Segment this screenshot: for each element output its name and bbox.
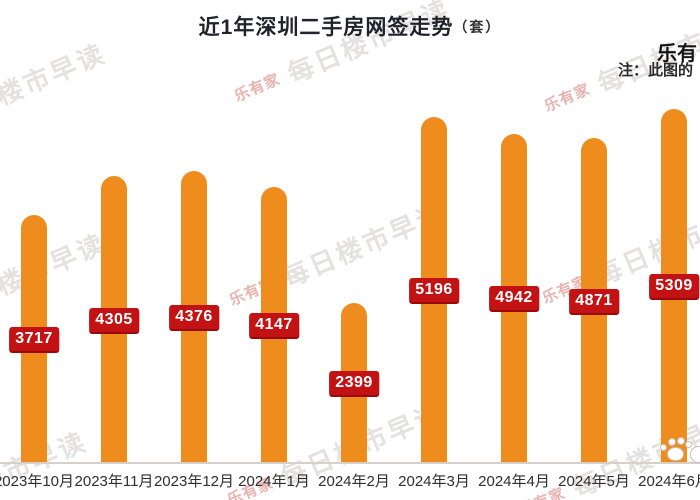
value-badge: 5309 — [649, 274, 699, 299]
value-badge: 3717 — [9, 327, 59, 352]
x-tick-label: 2023年10月 — [0, 473, 75, 490]
value-badge: 4147 — [249, 312, 299, 337]
paw-toe — [668, 438, 676, 446]
x-tick-label: 2024年3月 — [398, 473, 470, 490]
paw-pad — [667, 447, 684, 461]
x-tick-label: 2024年4月 — [478, 473, 550, 490]
chart-title-unit: （套） — [453, 19, 502, 35]
value-badge: 2399 — [329, 371, 379, 396]
chart-title-text: 近1年深圳二手房网签走势 — [198, 16, 454, 39]
chart-title: 近1年深圳二手房网签走势（套） — [0, 11, 700, 41]
brand-name: 乐有 — [657, 43, 697, 65]
value-badge: 4942 — [489, 286, 539, 311]
value-badge: 4376 — [169, 305, 219, 330]
x-tick-label: 2024年5月 — [558, 473, 630, 490]
note-text: 注：此图的 — [618, 62, 694, 79]
paw-toe — [677, 437, 685, 445]
x-tick-label: 2023年12月 — [153, 473, 235, 490]
ring-icon — [690, 446, 700, 463]
value-badge: 4871 — [569, 288, 619, 313]
value-badge: 5196 — [409, 277, 459, 302]
x-tick-label: 2024年6月 — [638, 473, 700, 490]
x-tick-label: 2023年11月 — [74, 473, 154, 490]
x-tick-label: 2024年1月 — [238, 473, 310, 490]
value-badge: 4305 — [89, 307, 139, 332]
x-tick-label: 2024年2月 — [318, 473, 390, 490]
paw-toe — [660, 444, 667, 451]
x-axis-line — [0, 462, 700, 464]
paw-toe — [685, 441, 692, 448]
paw-watermark-icon — [658, 437, 700, 471]
